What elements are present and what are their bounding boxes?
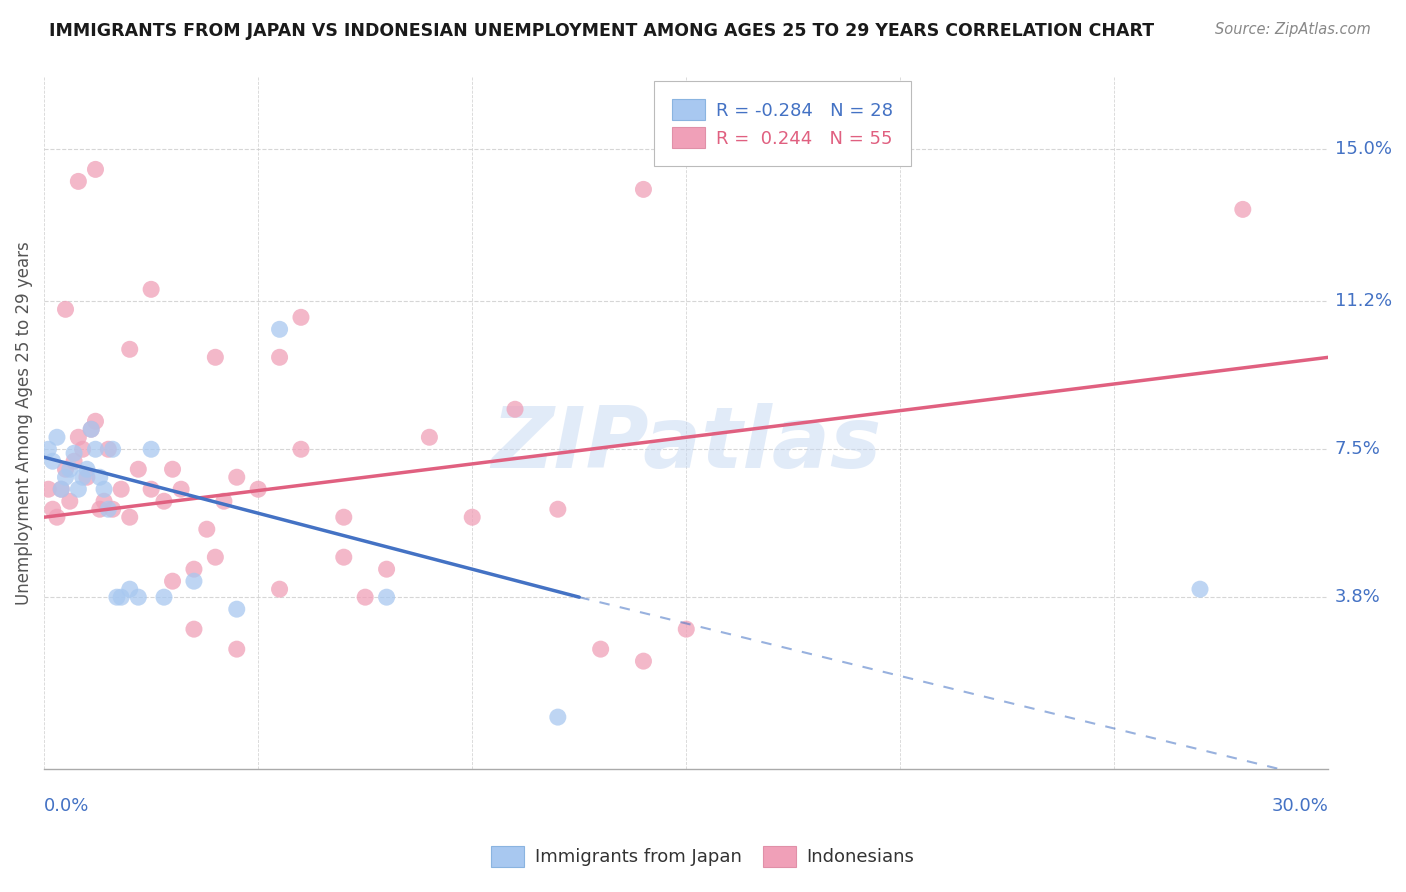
Point bbox=[76, 470, 98, 484]
Point bbox=[1232, 202, 1254, 217]
Point bbox=[225, 602, 247, 616]
Point bbox=[105, 590, 128, 604]
Point bbox=[84, 414, 107, 428]
Point bbox=[375, 562, 398, 576]
Point bbox=[93, 482, 115, 496]
Point bbox=[76, 462, 98, 476]
Point bbox=[127, 590, 149, 604]
Point bbox=[290, 442, 312, 457]
Legend: Immigrants from Japan, Indonesians: Immigrants from Japan, Indonesians bbox=[484, 838, 922, 874]
Point bbox=[55, 470, 77, 484]
Point bbox=[84, 442, 107, 457]
Point bbox=[503, 402, 526, 417]
Point bbox=[139, 482, 162, 496]
Legend: R = -0.284   N = 28, R =  0.244   N = 55: R = -0.284 N = 28, R = 0.244 N = 55 bbox=[659, 87, 905, 161]
Text: IMMIGRANTS FROM JAPAN VS INDONESIAN UNEMPLOYMENT AMONG AGES 25 TO 29 YEARS CORRE: IMMIGRANTS FROM JAPAN VS INDONESIAN UNEM… bbox=[49, 22, 1154, 40]
Point bbox=[547, 710, 569, 724]
Point bbox=[59, 494, 82, 508]
Point bbox=[51, 482, 73, 496]
Point bbox=[63, 446, 86, 460]
Point bbox=[72, 470, 94, 484]
Point bbox=[46, 430, 69, 444]
Point bbox=[84, 162, 107, 177]
Point bbox=[418, 430, 440, 444]
Point bbox=[97, 442, 120, 457]
Point bbox=[354, 590, 377, 604]
Point bbox=[41, 454, 63, 468]
Point bbox=[37, 442, 59, 457]
Point bbox=[269, 582, 291, 597]
Point bbox=[118, 343, 141, 357]
Point bbox=[162, 462, 184, 476]
Point bbox=[461, 510, 484, 524]
Point bbox=[118, 582, 141, 597]
Point bbox=[139, 442, 162, 457]
Point bbox=[333, 550, 356, 565]
Point bbox=[63, 454, 86, 468]
Point bbox=[225, 470, 247, 484]
Text: 30.0%: 30.0% bbox=[1271, 797, 1329, 814]
Point bbox=[269, 322, 291, 336]
Point bbox=[118, 510, 141, 524]
Point bbox=[89, 502, 111, 516]
Point bbox=[1188, 582, 1211, 597]
Point bbox=[290, 310, 312, 325]
Point bbox=[212, 494, 235, 508]
Point bbox=[153, 590, 176, 604]
Point bbox=[67, 430, 90, 444]
Point bbox=[101, 442, 124, 457]
Point bbox=[547, 502, 569, 516]
Point bbox=[633, 182, 655, 196]
Point bbox=[675, 622, 697, 636]
Point bbox=[110, 482, 132, 496]
Point bbox=[67, 174, 90, 188]
Point bbox=[269, 351, 291, 365]
Point bbox=[139, 282, 162, 296]
Point bbox=[72, 442, 94, 457]
Point bbox=[204, 351, 226, 365]
Point bbox=[41, 502, 63, 516]
Text: 11.2%: 11.2% bbox=[1334, 293, 1392, 310]
Point bbox=[93, 494, 115, 508]
Point bbox=[183, 562, 205, 576]
Point bbox=[183, 622, 205, 636]
Text: 15.0%: 15.0% bbox=[1334, 140, 1392, 159]
Point bbox=[195, 522, 218, 536]
Point bbox=[80, 422, 103, 436]
Text: 7.5%: 7.5% bbox=[1334, 441, 1381, 458]
Point bbox=[170, 482, 193, 496]
Point bbox=[225, 642, 247, 657]
Point bbox=[37, 482, 59, 496]
Point bbox=[51, 482, 73, 496]
Y-axis label: Unemployment Among Ages 25 to 29 years: Unemployment Among Ages 25 to 29 years bbox=[15, 242, 32, 605]
Point bbox=[59, 462, 82, 476]
Text: 0.0%: 0.0% bbox=[44, 797, 90, 814]
Point bbox=[97, 502, 120, 516]
Point bbox=[589, 642, 612, 657]
Text: ZIPatlas: ZIPatlas bbox=[491, 402, 882, 485]
Point bbox=[204, 550, 226, 565]
Text: Source: ZipAtlas.com: Source: ZipAtlas.com bbox=[1215, 22, 1371, 37]
Point bbox=[101, 502, 124, 516]
Point bbox=[89, 470, 111, 484]
Point bbox=[162, 574, 184, 589]
Point bbox=[127, 462, 149, 476]
Point bbox=[67, 482, 90, 496]
Point bbox=[247, 482, 270, 496]
Point bbox=[183, 574, 205, 589]
Point bbox=[110, 590, 132, 604]
Point bbox=[633, 654, 655, 668]
Point bbox=[153, 494, 176, 508]
Point bbox=[46, 510, 69, 524]
Point bbox=[55, 302, 77, 317]
Point bbox=[333, 510, 356, 524]
Text: 3.8%: 3.8% bbox=[1334, 588, 1381, 607]
Point bbox=[80, 422, 103, 436]
Point bbox=[375, 590, 398, 604]
Point bbox=[55, 462, 77, 476]
